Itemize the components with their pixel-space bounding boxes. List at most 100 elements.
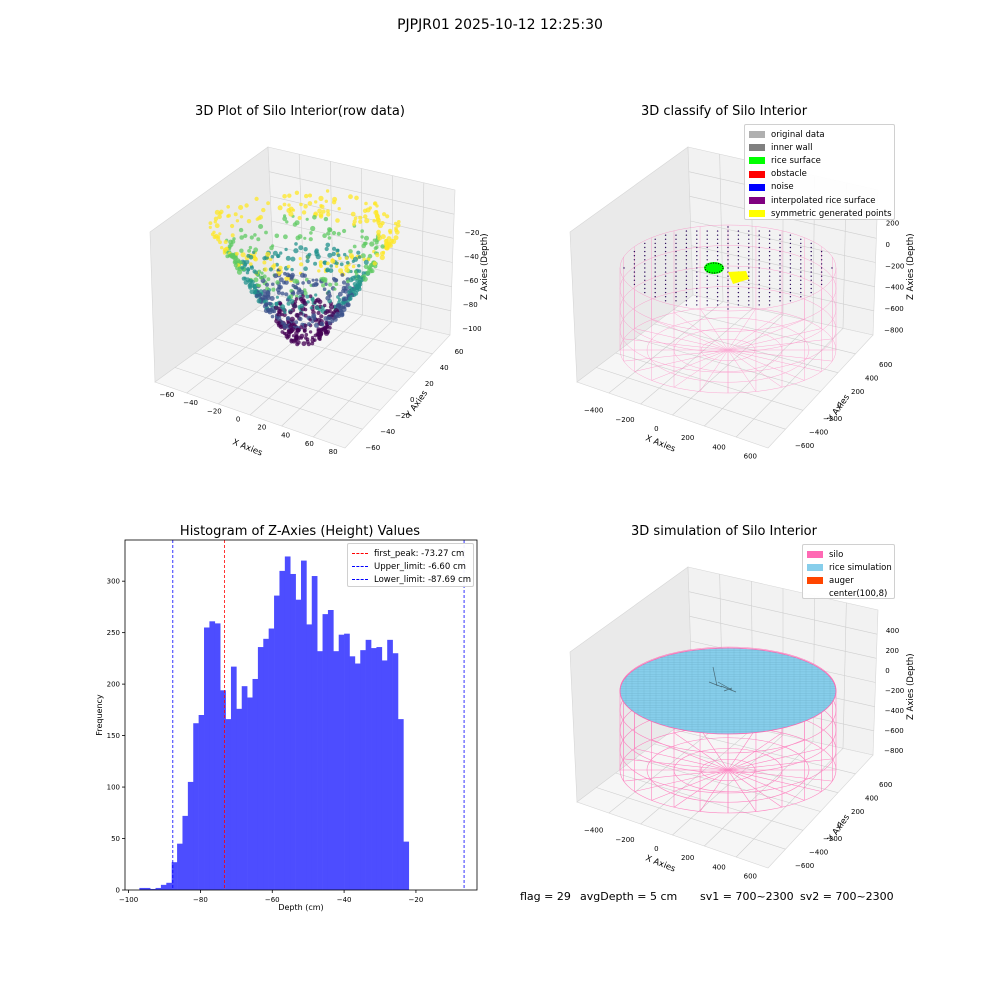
data-point (379, 254, 385, 261)
interpolated-point (685, 300, 688, 302)
panel4-legend: silo rice simulation auger center(100,8) (802, 544, 895, 599)
data-point (271, 282, 275, 286)
data-point (270, 254, 275, 259)
data-point (260, 271, 264, 275)
data-point (303, 323, 308, 328)
data-point (311, 278, 315, 282)
data-point (258, 293, 263, 297)
gridline (692, 270, 874, 312)
interpolated-point (768, 263, 771, 265)
interpolated-point (644, 291, 646, 294)
x-tick-label: 0 (654, 845, 658, 853)
data-point (248, 245, 253, 250)
interpolated-point (768, 279, 771, 281)
panel3-title: Histogram of Z-Axies (Height) Values (179, 524, 421, 539)
data-point (354, 195, 359, 201)
legend-item-obstacle: obstacle (749, 168, 890, 181)
data-point (317, 336, 322, 341)
data-point (357, 255, 362, 259)
interpolated-point (664, 283, 667, 286)
interpolated-point (675, 287, 677, 290)
interpolated-point (654, 242, 656, 245)
data-point (294, 297, 299, 301)
interpolated-point (768, 300, 771, 302)
data-point (335, 303, 341, 309)
histogram-bar (193, 723, 199, 890)
interpolated-point (716, 287, 719, 290)
data-point (324, 282, 328, 286)
legend-label: interpolated rice surface (771, 195, 876, 206)
legend-label: Upper_limit: -6.60 cm (374, 561, 466, 572)
interpolated-point (727, 287, 729, 290)
data-point (257, 216, 261, 221)
data-point (245, 267, 251, 272)
data-point (380, 251, 385, 256)
histogram-bar (214, 623, 221, 890)
data-point (292, 303, 298, 309)
x-tick-label: 200 (681, 434, 694, 442)
x-tick-label: −400 (584, 827, 603, 835)
data-point (217, 214, 222, 220)
histogram-bar (263, 638, 269, 890)
interpolated-point (623, 267, 625, 269)
data-point (396, 223, 401, 228)
interpolated-point (768, 242, 771, 245)
y-tick-label: −20 (395, 412, 410, 420)
legend-swatch (749, 144, 765, 152)
data-point (336, 253, 341, 258)
data-point (306, 280, 311, 285)
interpolated-point (727, 308, 729, 310)
data-point (364, 201, 368, 206)
interpolated-point (727, 291, 729, 294)
interpolated-point (737, 267, 740, 269)
interpolated-point (737, 255, 740, 257)
data-point (343, 252, 347, 257)
legend-swatch (749, 170, 765, 178)
interpolated-point (716, 259, 719, 261)
x-tick-label: 20 (257, 424, 266, 432)
legend-label: rice simulation (829, 562, 892, 573)
data-point (319, 321, 324, 326)
interpolated-point (716, 230, 719, 232)
data-point (226, 205, 230, 209)
panel1-z-axis-label: Z Axies (Depth) (480, 233, 490, 300)
data-point (282, 216, 288, 222)
histogram-bar (230, 666, 237, 890)
data-point (353, 270, 358, 274)
interpolated-point (748, 271, 750, 273)
data-point (324, 320, 329, 325)
histogram-bar (241, 686, 248, 890)
interpolated-point (789, 300, 792, 302)
data-point (272, 309, 277, 314)
interpolated-point (779, 242, 781, 245)
data-point (286, 264, 291, 269)
data-point (305, 294, 310, 299)
interpolated-point (706, 242, 708, 245)
data-point (253, 233, 257, 237)
y-tick-label: 100 (107, 784, 120, 792)
y-tick-label: 60 (455, 348, 464, 356)
data-point (214, 223, 220, 229)
z-tick-label: 0 (886, 241, 890, 249)
data-point (367, 267, 372, 272)
data-point (282, 324, 288, 330)
data-point (289, 338, 294, 342)
y-tick-label: 40 (440, 364, 449, 372)
legend-swatch (749, 183, 765, 191)
data-point (241, 276, 246, 281)
histogram-bar (338, 634, 345, 890)
data-point (269, 296, 275, 301)
interpolated-point (633, 275, 636, 277)
data-point (339, 310, 345, 316)
interpolated-point (758, 267, 760, 269)
data-point (316, 311, 321, 315)
interpolated-point (810, 275, 812, 277)
data-point (273, 273, 279, 279)
legend-swatch (807, 591, 823, 598)
data-point (347, 285, 352, 290)
legend-line (352, 553, 368, 555)
data-point (394, 228, 399, 233)
interpolated-point (696, 283, 698, 286)
interpolated-point (727, 250, 729, 253)
data-point (287, 295, 291, 300)
